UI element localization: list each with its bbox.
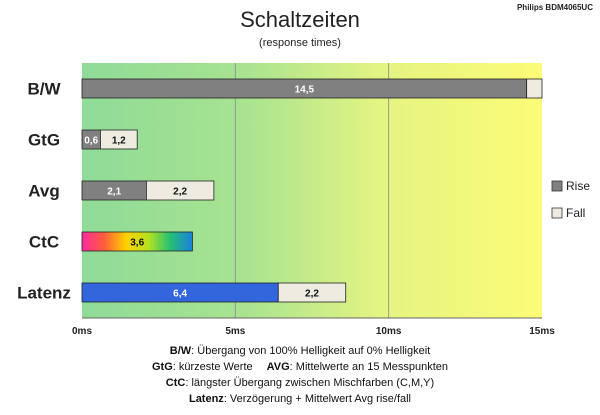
legend-label-fall: Fall xyxy=(566,206,585,220)
legend-swatch-rise xyxy=(551,180,563,192)
bar-label-rise: 2,1 xyxy=(107,187,121,198)
bar-label-rise: 14,5 xyxy=(295,85,315,96)
bar-label-fall: 2,2 xyxy=(305,289,319,300)
grid xyxy=(234,63,390,318)
bar-fall xyxy=(526,78,543,99)
bar-label-rise: 0,6 xyxy=(84,136,98,147)
x-tick-label: 0ms xyxy=(72,326,92,337)
bar-fall xyxy=(277,282,347,303)
note-latenz: Latenz: Verzögerung + Mittelwert Avg ris… xyxy=(189,393,411,405)
note-gtg-avg: GtG: kürzeste Werte AVG: Mittelwerte an 1… xyxy=(152,361,448,373)
bar-fall xyxy=(145,180,215,201)
bar-label-rise: 6,4 xyxy=(173,289,187,300)
bar-label-fall: 1,2 xyxy=(112,136,126,147)
legend-label-rise: Rise xyxy=(566,179,590,193)
category-label: Latenz xyxy=(17,284,71,303)
x-tick-label: 5ms xyxy=(225,326,245,337)
bar-label-fall: 2,2 xyxy=(173,187,187,198)
x-tick-label: 15ms xyxy=(529,326,555,337)
category-label: GtG xyxy=(28,131,60,150)
bar-rise xyxy=(81,231,193,252)
note-bw: B/W: Übergang von 100% Helligkeit auf 0%… xyxy=(170,345,430,357)
chart-subtitle: (response times) xyxy=(259,37,341,49)
bars: 14,5 0,6 1,2 2,1 2,2 3,6 6,4 2,2 xyxy=(81,78,543,303)
category-label: Avg xyxy=(28,182,60,201)
chart-title: Schaltzeiten xyxy=(240,7,360,32)
notes: B/W: Übergang von 100% Helligkeit auf 0%… xyxy=(152,345,448,405)
legend: Rise Fall xyxy=(551,179,590,220)
brand-label: Philips BDM4065UC xyxy=(517,3,593,12)
note-ctc: CtC: längster Übergang zwischen Mischfar… xyxy=(166,377,434,389)
category-label: B/W xyxy=(27,80,61,99)
x-tick-label: 10ms xyxy=(376,326,402,337)
bar-fall xyxy=(100,129,138,150)
x-axis: 0ms 5ms 10ms 15ms xyxy=(72,317,555,337)
category-label: CtC xyxy=(29,233,59,252)
legend-swatch-fall xyxy=(551,207,563,219)
category-labels: B/W GtG Avg CtC Latenz xyxy=(17,80,71,303)
bar-label-rise: 3,6 xyxy=(130,238,144,249)
